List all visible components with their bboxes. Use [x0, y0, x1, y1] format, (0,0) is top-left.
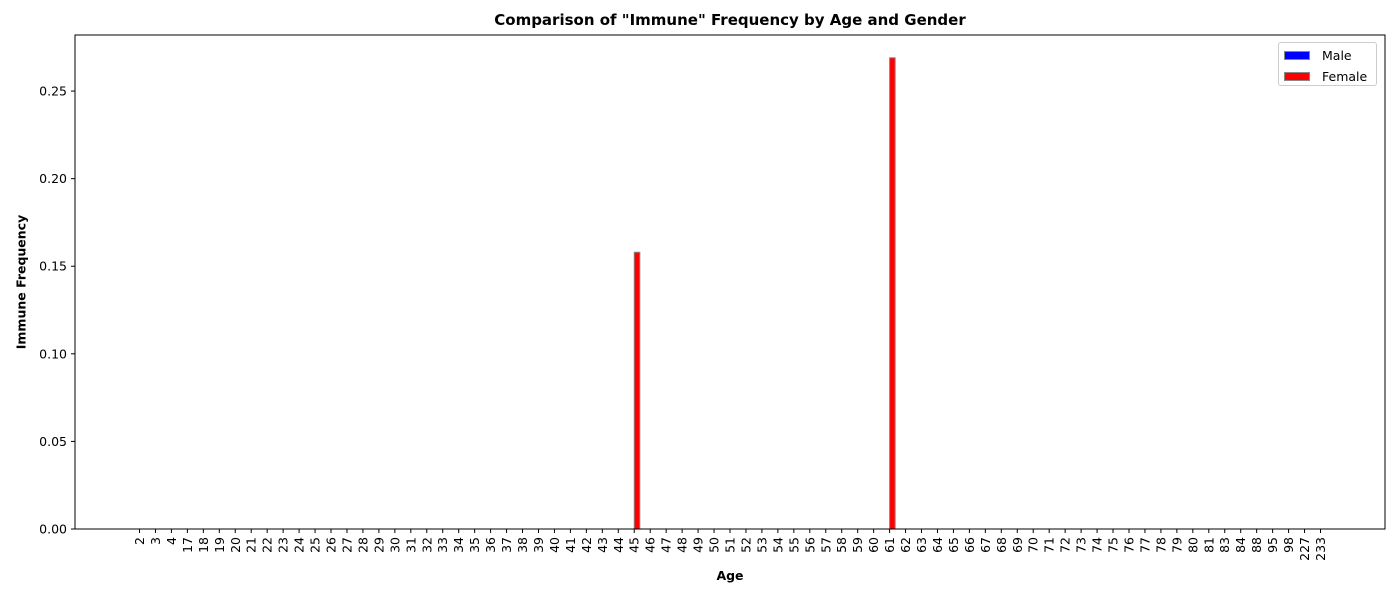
bar-female-45 [633, 251, 641, 530]
x-tick-label: 54 [770, 537, 785, 553]
x-tick-label: 70 [1026, 537, 1041, 553]
x-tick-label: 66 [962, 537, 977, 553]
x-tick-label: 79 [1169, 537, 1184, 553]
x-tick-label: 25 [308, 537, 323, 553]
x-tick-label: 17 [180, 537, 195, 553]
x-tick-label: 30 [387, 537, 402, 553]
x-tick-label: 28 [355, 537, 370, 553]
x-tick-label: 81 [1201, 537, 1216, 553]
legend-swatch-male [1284, 50, 1310, 60]
x-tick-label: 34 [451, 537, 466, 553]
x-tick-label: 59 [850, 537, 865, 553]
x-tick-label: 61 [882, 537, 897, 553]
x-tick-label: 98 [1281, 537, 1296, 553]
x-tick-label: 77 [1137, 537, 1152, 553]
x-tick-label: 26 [324, 537, 339, 553]
x-tick-label: 3 [148, 537, 163, 545]
x-tick-label: 35 [467, 537, 482, 553]
x-tick-label: 31 [403, 537, 418, 553]
x-tick-label: 20 [228, 537, 243, 553]
legend-label-male: Male [1322, 47, 1352, 63]
x-tick-label: 46 [643, 537, 658, 553]
x-tick-label: 84 [1233, 537, 1248, 553]
x-tick-label: 227 [1297, 537, 1312, 561]
x-tick-label: 29 [371, 537, 386, 553]
x-tick-label: 51 [723, 537, 738, 553]
y-axis-label: Immune Frequency [13, 214, 29, 350]
legend: Male Female [1278, 42, 1377, 86]
x-tick-label: 63 [914, 537, 929, 553]
x-tick-label: 32 [419, 537, 434, 553]
x-tick-label: 42 [579, 537, 594, 553]
x-tick-label: 41 [563, 537, 578, 553]
x-tick-label: 60 [866, 537, 881, 553]
y-tick-label: 0.10 [39, 346, 67, 361]
x-tick-label: 55 [786, 537, 801, 553]
x-axis-label: Age [716, 568, 744, 583]
y-tick-label: 0.00 [39, 522, 67, 537]
x-tick-label: 53 [754, 537, 769, 553]
x-tick-label: 58 [834, 537, 849, 553]
legend-label-female: Female [1322, 68, 1368, 84]
x-tick-label: 95 [1265, 537, 1280, 553]
chart-title: Comparison of "Immune" Frequency by Age … [494, 11, 966, 29]
x-tick-label: 65 [946, 537, 961, 553]
x-tick-label: 74 [1090, 537, 1105, 553]
legend-item-female: Female [1284, 68, 1368, 84]
x-tick-label: 69 [1010, 537, 1025, 553]
x-tick-label: 38 [515, 537, 530, 553]
y-tick-label: 0.20 [39, 171, 67, 186]
x-tick-label: 19 [212, 537, 227, 553]
x-tick-label: 37 [499, 537, 514, 553]
bar-female-61 [889, 57, 896, 530]
x-tick-label: 45 [627, 537, 642, 553]
x-tick-label: 50 [707, 537, 722, 553]
legend-item-male: Male [1284, 47, 1352, 63]
x-tick-label: 75 [1106, 537, 1121, 553]
legend-swatch-female [1284, 71, 1310, 81]
x-tick-label: 36 [483, 537, 498, 553]
x-tick-label: 57 [818, 537, 833, 553]
x-tick-label: 56 [802, 537, 817, 553]
x-tick-label: 22 [260, 537, 275, 553]
x-tick-label: 49 [691, 537, 706, 553]
x-tick-label: 88 [1249, 537, 1264, 553]
x-tick-label: 39 [531, 537, 546, 553]
x-tick-label: 44 [611, 537, 626, 553]
x-tick-label: 21 [244, 537, 259, 553]
y-tick-label: 0.05 [39, 434, 67, 449]
x-tick-label: 64 [930, 537, 945, 553]
x-tick-label: 62 [898, 537, 913, 553]
plot-frame [74, 34, 1386, 530]
x-tick-label: 47 [659, 537, 674, 553]
x-tick-label: 76 [1121, 537, 1136, 553]
x-tick-label: 71 [1042, 537, 1057, 553]
x-tick-label: 40 [547, 537, 562, 553]
x-tick-label: 2 [132, 537, 147, 545]
x-tick-label: 83 [1217, 537, 1232, 553]
x-tick-label: 18 [196, 537, 211, 553]
x-tick-label: 48 [675, 537, 690, 553]
x-tick-label: 78 [1153, 537, 1168, 553]
x-tick-label: 67 [978, 537, 993, 553]
x-tick-label: 4 [164, 537, 179, 545]
x-tick-label: 43 [595, 537, 610, 553]
y-tick-label: 0.25 [39, 84, 67, 99]
x-tick-label: 24 [292, 537, 307, 553]
x-tick-label: 52 [738, 537, 753, 553]
x-tick-label: 72 [1058, 537, 1073, 553]
x-tick-label: 73 [1074, 537, 1089, 553]
x-tick-label: 233 [1313, 537, 1328, 561]
x-tick-label: 68 [994, 537, 1009, 553]
x-tick-label: 27 [339, 537, 354, 553]
x-tick-label: 23 [276, 537, 291, 553]
y-tick-label: 0.15 [39, 259, 67, 274]
x-tick-label: 33 [435, 537, 450, 553]
x-tick-label: 80 [1185, 537, 1200, 553]
